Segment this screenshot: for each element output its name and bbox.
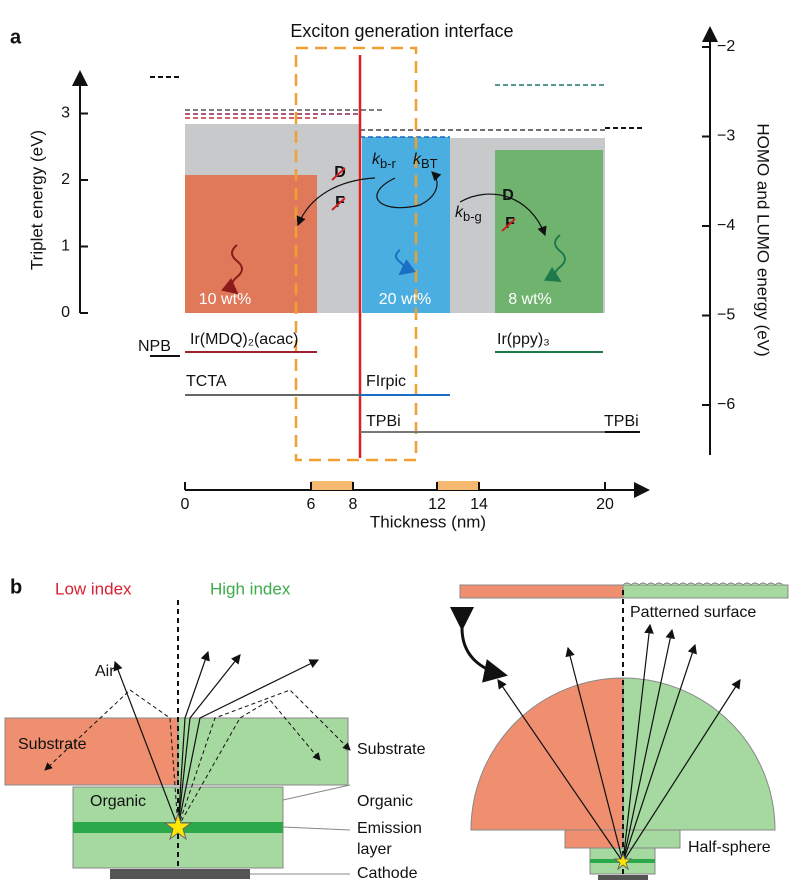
label: Patterned surface xyxy=(630,604,756,621)
tick-label: 0 xyxy=(61,304,70,321)
axis-title: HOMO and LUMO energy (eV) xyxy=(754,123,773,356)
pattern xyxy=(623,583,783,585)
tick-label: 1 xyxy=(61,238,70,255)
rate-sub: b-g xyxy=(463,209,482,224)
tick-label: 12 xyxy=(428,496,446,513)
material: Ir(MDQ)₂(acac) xyxy=(190,331,298,348)
material: Ir(ppy)₃ xyxy=(497,331,550,348)
label: Substrate xyxy=(18,736,87,753)
label: Half-sphere xyxy=(688,839,771,856)
material: TPBi xyxy=(604,413,639,430)
swap-arrow xyxy=(462,628,505,675)
panel-label: b xyxy=(10,576,22,598)
rate-sub: b-r xyxy=(380,156,397,171)
rate-sub: BT xyxy=(421,156,438,171)
highlight xyxy=(437,481,479,490)
label: Emission xyxy=(357,820,422,837)
figure: a Exciton generation interface 10 wt% 20… xyxy=(0,0,807,882)
material: FIrpic xyxy=(366,373,406,390)
cathode xyxy=(598,875,648,880)
half-sphere-low xyxy=(471,678,623,830)
tick-label: 8 xyxy=(349,496,358,513)
low-index: Low index xyxy=(55,579,132,598)
concentration: 8 wt% xyxy=(508,291,552,308)
label: Cathode xyxy=(357,865,418,882)
material: TPBi xyxy=(366,413,401,430)
tick-label: −6 xyxy=(717,396,735,413)
label: Organic xyxy=(90,793,146,810)
leader xyxy=(283,827,350,830)
substrate xyxy=(565,830,623,848)
patterned-low xyxy=(460,585,623,598)
panel-b: b Low index High index Air Substrate Org… xyxy=(5,576,788,882)
axis-title: Triplet energy (eV) xyxy=(27,130,46,270)
title: Exciton generation interface xyxy=(290,21,513,41)
concentration: 10 wt% xyxy=(199,291,251,308)
tick-label: −3 xyxy=(717,128,735,145)
tick-label: 6 xyxy=(307,496,316,513)
tick-label: 20 xyxy=(596,496,614,513)
tick-label: 3 xyxy=(61,105,70,122)
tick-label: −5 xyxy=(717,307,735,324)
tick-label: −2 xyxy=(717,38,735,55)
material: TCTA xyxy=(186,373,227,390)
panel-a: a Exciton generation interface 10 wt% 20… xyxy=(10,21,773,532)
axis-title: Thickness (nm) xyxy=(370,512,486,531)
label: Air xyxy=(95,663,115,680)
label: layer xyxy=(357,841,392,858)
concentration: 20 wt% xyxy=(379,291,431,308)
material: NPB xyxy=(138,338,171,355)
tick-label: 2 xyxy=(61,171,70,188)
patterned-high xyxy=(623,585,788,598)
tick-label: 0 xyxy=(181,496,190,513)
tick-label: 14 xyxy=(470,496,488,513)
cathode xyxy=(110,869,250,879)
leader xyxy=(283,785,350,800)
label: Organic xyxy=(357,793,413,810)
tick-label: −4 xyxy=(717,217,735,234)
highlight xyxy=(311,481,353,490)
label: Substrate xyxy=(357,741,426,758)
panel-label: a xyxy=(10,26,22,48)
high-index: High index xyxy=(210,579,291,598)
